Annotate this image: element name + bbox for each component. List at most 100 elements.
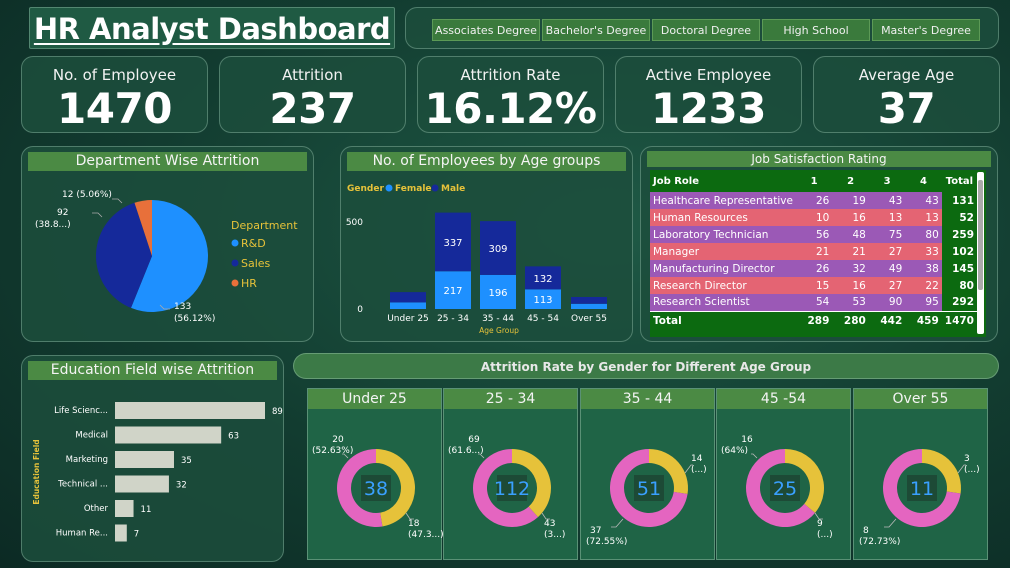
pie-slice-sales[interactable] [96, 202, 152, 308]
legend-sales-label[interactable]: Sales [241, 257, 271, 270]
table-row[interactable]: Manufacturing Director 26 32 49 38 145 [650, 260, 977, 277]
gender-age-title-bar: Attrition Rate by Gender for Different A… [293, 353, 999, 379]
bar-female[interactable] [571, 303, 607, 309]
bar-male[interactable] [525, 266, 561, 290]
filter-bachelors-degree[interactable]: Bachelor's Degree [542, 19, 650, 41]
category-label: Human Re... [56, 529, 108, 539]
bar-female[interactable] [480, 274, 516, 309]
donut-label-yellow-value: 18 [408, 519, 420, 529]
kpi-label: Attrition Rate [460, 66, 561, 84]
pie-slice-rd[interactable] [130, 200, 209, 312]
donut-slice-pink[interactable] [883, 449, 961, 527]
donut-slice-yellow[interactable] [785, 449, 824, 513]
donut-total-value: 25 [773, 478, 797, 500]
legend-rd-label[interactable]: R&D [241, 237, 266, 250]
bar-male[interactable] [435, 212, 471, 272]
bar-female[interactable] [435, 271, 471, 309]
table-row[interactable]: Research Scientist 54 53 90 95 292 [650, 294, 977, 311]
cell-rating-count: 22 [905, 277, 942, 294]
cell-rating-count: 33 [905, 243, 942, 260]
bar-label-male: 132 [533, 274, 552, 285]
slice-label-rd-pct: (56.12%) [174, 314, 215, 324]
cell-rating-count: 16 [832, 277, 869, 294]
column-header-4[interactable]: 4 [920, 175, 927, 187]
bar-value-label: 89 [272, 407, 283, 417]
bar-education-field[interactable] [115, 500, 134, 517]
donut-slice-pink[interactable] [610, 449, 688, 527]
table-row[interactable]: Laboratory Technician 56 48 75 80 259 [650, 226, 977, 243]
donut-group-title: Under 25 [308, 389, 441, 409]
department-attrition-panel: Department Wise Attrition Department R&D… [21, 146, 314, 342]
donut-slice-yellow[interactable] [649, 449, 688, 494]
leader-line [684, 464, 693, 474]
table-header-row: Job Role 1 2 3 4 Total [650, 170, 977, 192]
kpi-card-attrition: Attrition 237 [219, 56, 406, 133]
column-header-job-role[interactable]: Job Role [653, 175, 700, 187]
legend-male-label[interactable]: Male [441, 184, 465, 194]
cell-row-total: 102 [941, 243, 977, 260]
bar-education-field[interactable] [115, 402, 265, 419]
donut-label-yellow-pct: (...) [817, 530, 833, 540]
kpi-label: Attrition [282, 66, 343, 84]
cell-rating-count: 15 [795, 277, 833, 294]
cell-rating-count: 21 [832, 243, 869, 260]
donut-slice-pink[interactable] [473, 449, 538, 527]
leader-line [751, 453, 758, 459]
bar-education-field[interactable] [115, 426, 222, 444]
bar-female[interactable] [390, 302, 426, 309]
table-row[interactable]: Healthcare Representative 26 19 43 43 131 [650, 192, 977, 209]
table-row[interactable]: Manager 21 21 27 33 102 [650, 243, 977, 260]
bar-value-label: 11 [141, 505, 152, 515]
table-row[interactable]: Human Resources 10 16 13 13 52 [650, 209, 977, 226]
bar-education-field[interactable] [115, 451, 174, 468]
education-attrition-panel: Education Field wise Attrition Education… [21, 355, 284, 562]
column-header-2[interactable]: 2 [847, 175, 855, 187]
filter-high-school[interactable]: High School [762, 19, 870, 41]
education-bar-chart: Education Field Life Scienc... 89 Medical 6… [32, 402, 283, 542]
bar-male[interactable] [480, 221, 516, 275]
donut-label-pink-pct: (52.63%) [312, 446, 353, 456]
donut-slice-yellow[interactable] [376, 449, 416, 527]
cell-rating-count: 27 [868, 277, 906, 294]
donut-group-title: 25 - 34 [444, 389, 577, 409]
kpi-value: 237 [269, 84, 356, 133]
bar-female[interactable] [525, 289, 561, 309]
bar-male[interactable] [390, 292, 426, 303]
bar-education-field[interactable] [115, 524, 127, 542]
table-scroll-thumb[interactable] [978, 180, 983, 290]
donut-label-yellow-pct: (...) [691, 465, 707, 475]
legend-female-label[interactable]: Female [395, 184, 432, 194]
legend-rd-marker [231, 239, 239, 247]
pie-slice-hr[interactable] [134, 200, 152, 256]
filter-doctoral-degree[interactable]: Doctoral Degree [652, 19, 760, 41]
legend-sales-marker [231, 259, 239, 267]
donut-slice-pink[interactable] [746, 449, 816, 527]
cell-row-total: 145 [941, 260, 977, 277]
donut-slice-yellow[interactable] [512, 449, 551, 518]
kpi-card-average-age: Average Age 37 [813, 56, 1000, 133]
bar-value-label: 63 [228, 432, 239, 442]
table-row[interactable]: Research Director 15 16 27 22 80 [650, 277, 977, 294]
kpi-label: Active Employee [645, 66, 772, 84]
bar-male[interactable] [571, 296, 607, 304]
column-header-1[interactable]: 1 [810, 175, 818, 187]
bar-education-field[interactable] [115, 475, 169, 493]
column-header-3[interactable]: 3 [883, 175, 891, 187]
job-satisfaction-title: Job Satisfaction Rating [647, 151, 991, 167]
cell-rating-count: 10 [795, 209, 833, 226]
cell-row-total: 131 [941, 192, 977, 209]
column-header-total[interactable]: Total [945, 175, 974, 187]
cell-rating-count: 95 [905, 294, 942, 311]
filter-associates-degree[interactable]: Associates Degree [432, 19, 540, 41]
donut-slice-yellow[interactable] [922, 449, 961, 494]
department-legend-title: Department [231, 219, 298, 232]
y-tick-label: 500 [346, 218, 363, 228]
donut-total-value: 51 [637, 478, 661, 500]
kpi-card-employees: No. of Employee 1470 [21, 56, 208, 133]
filter-masters-degree[interactable]: Master's Degree [872, 19, 980, 41]
legend-hr-label[interactable]: HR [241, 277, 257, 290]
donut-label-pink-value: 37 [590, 526, 601, 536]
gender-age-title: Attrition Rate by Gender for Different A… [480, 360, 812, 374]
donut-slice-pink[interactable] [337, 449, 383, 527]
table-scrollbar[interactable] [977, 172, 984, 334]
